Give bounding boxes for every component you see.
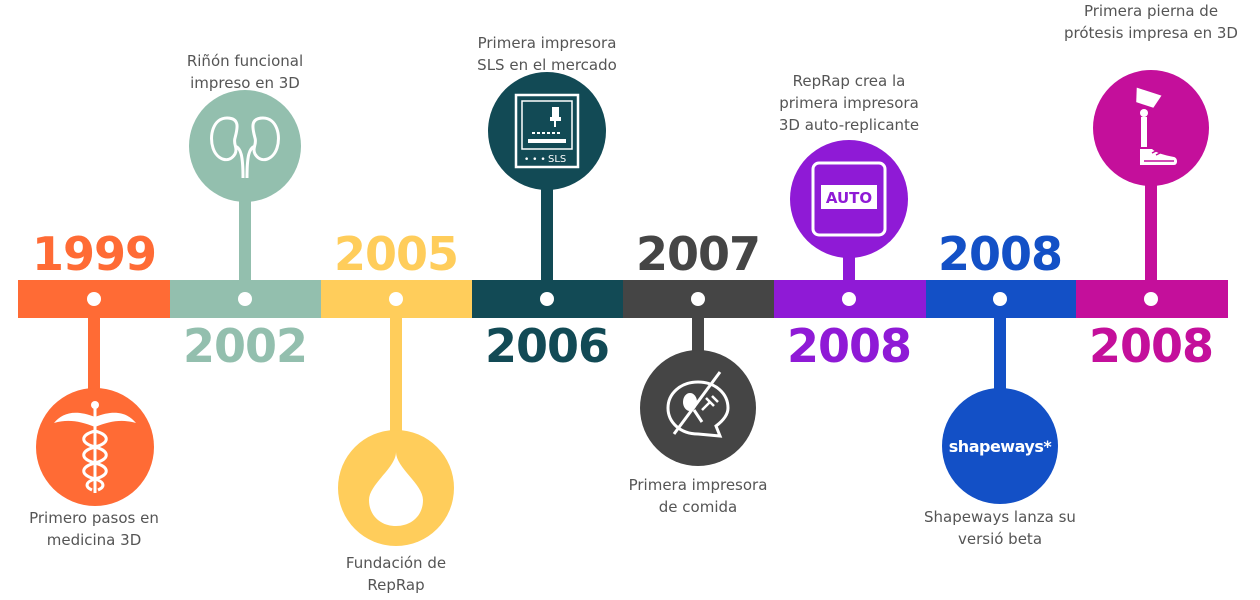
caption-2007: Primera impresora de comida bbox=[598, 474, 798, 518]
stem-2007 bbox=[692, 318, 704, 358]
drop-icon bbox=[369, 452, 423, 526]
caption-line: prótesis impresa en 3D bbox=[1064, 24, 1238, 42]
caption-2008-shapeways: Shapeways lanza su versió beta bbox=[900, 506, 1100, 550]
caption-line: Riñón funcional bbox=[186, 52, 304, 70]
caption-line: Primero pasos en bbox=[29, 509, 159, 527]
timeline-dot bbox=[691, 292, 705, 306]
caption-line: RepRap crea la bbox=[792, 72, 906, 90]
caption-line: Shapeways lanza su bbox=[924, 508, 1076, 526]
svg-text:• • •: • • • bbox=[524, 155, 546, 165]
stem-1999 bbox=[88, 318, 100, 398]
auto-icon-label: AUTO bbox=[826, 189, 872, 207]
caption-line: versió beta bbox=[957, 530, 1043, 548]
caption-2002: Riñón funcional impreso en 3D bbox=[145, 50, 345, 94]
year-label-1999: 1999 bbox=[31, 227, 157, 281]
year-label-2008-prosthetic: 2008 bbox=[1088, 319, 1214, 373]
timeline-dot bbox=[993, 292, 1007, 306]
year-label-2005: 2005 bbox=[333, 227, 459, 281]
caption-line: medicina 3D bbox=[46, 531, 142, 549]
caption-line: Fundación de bbox=[345, 554, 447, 572]
caption-line: Primera pierna de bbox=[1083, 2, 1219, 20]
stem-2002 bbox=[239, 200, 251, 280]
timeline-dot bbox=[842, 292, 856, 306]
year-label-2002: 2002 bbox=[182, 319, 308, 373]
stem-2005 bbox=[390, 318, 402, 438]
event-circle-2002 bbox=[189, 90, 301, 202]
kidney-icon bbox=[210, 116, 280, 179]
food-print-icon bbox=[666, 371, 730, 438]
year-label-2007: 2007 bbox=[635, 227, 761, 281]
caption-line: de comida bbox=[658, 498, 738, 516]
stem-2006 bbox=[541, 180, 553, 280]
caption-line: Primera impresora bbox=[477, 34, 617, 52]
event-circle-2008-shapeways: shapeways* bbox=[942, 388, 1058, 504]
year-label-2008-shapeways: 2008 bbox=[937, 227, 1063, 281]
caption-2008-prosthetic: Primera pierna de prótesis impresa en 3D bbox=[1056, 0, 1246, 44]
event-circle-2008-prosthetic bbox=[1093, 70, 1209, 186]
prosthetic-leg-icon bbox=[1136, 87, 1177, 165]
caption-2005: Fundación de RepRap bbox=[296, 552, 496, 596]
timeline-dot bbox=[540, 292, 554, 306]
printer-icon-label: SLS bbox=[548, 154, 566, 165]
timeline-dot bbox=[87, 292, 101, 306]
stem-2008-prosthetic bbox=[1145, 180, 1157, 280]
caption-line: primera impresora bbox=[779, 94, 919, 112]
shapeways-logo: shapeways* bbox=[948, 436, 1052, 456]
stem-2008-shapeways bbox=[994, 318, 1006, 398]
caption-2006: Primera impresora SLS en el mercado bbox=[447, 32, 647, 76]
year-label-2006: 2006 bbox=[484, 319, 610, 373]
event-circle-2006: • • • SLS bbox=[488, 72, 606, 190]
event-circle-2005 bbox=[338, 430, 454, 546]
caption-2008-reprap: RepRap crea la primera impresora 3D auto… bbox=[749, 70, 949, 136]
printer-icon: • • • SLS bbox=[514, 93, 580, 169]
event-circle-2007 bbox=[640, 350, 756, 466]
timeline-dot bbox=[1144, 292, 1158, 306]
event-circle-2008-reprap: AUTO bbox=[790, 140, 908, 258]
auto-icon: AUTO bbox=[811, 161, 887, 237]
timeline-dot bbox=[389, 292, 403, 306]
caption-line: RepRap bbox=[367, 576, 425, 594]
year-label-2008-reprap: 2008 bbox=[786, 319, 912, 373]
timeline-dot bbox=[238, 292, 252, 306]
caption-line: 3D auto-replicante bbox=[778, 116, 920, 134]
caption-line: Primera impresora bbox=[628, 476, 768, 494]
event-circle-1999 bbox=[36, 388, 154, 506]
caption-1999: Primero pasos en medicina 3D bbox=[0, 507, 194, 551]
caption-line: impreso en 3D bbox=[190, 74, 300, 92]
caduceus-icon bbox=[54, 401, 136, 493]
caption-line: SLS en el mercado bbox=[477, 56, 617, 74]
